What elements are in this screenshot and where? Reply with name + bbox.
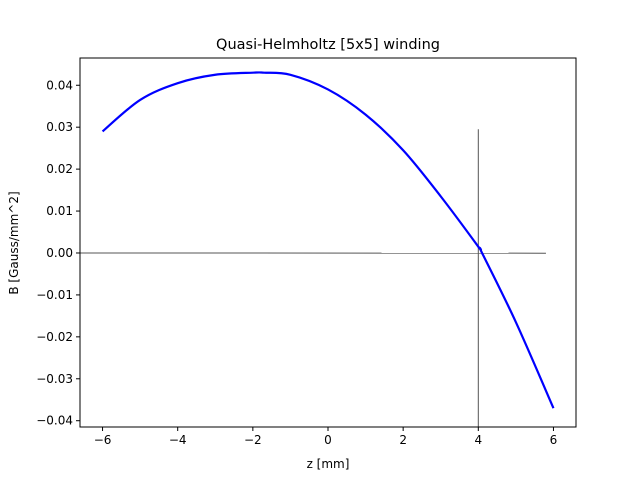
x-axis-label: z [mm] — [307, 457, 350, 471]
plot-area — [79, 57, 577, 428]
y-tick-label: 0.01 — [46, 204, 73, 218]
axes-ticks: −6 −4 −2 0 2 4 6 0.04 0.03 0.02 0.01 0.00 −0.01 −0.02… — [36, 78, 557, 447]
y-tick-label: −0.04 — [36, 414, 73, 428]
x-tick-label: −2 — [244, 433, 262, 447]
x-tick-label: −4 — [169, 433, 187, 447]
x-tick-label: 6 — [550, 433, 558, 447]
y-tick-label: −0.02 — [36, 330, 73, 344]
y-tick-label: −0.03 — [36, 372, 73, 386]
y-tick-label: 0.02 — [46, 162, 73, 176]
x-tick-label: 4 — [474, 433, 482, 447]
y-tick-label: 0.04 — [46, 78, 73, 92]
x-tick-label: −6 — [94, 433, 112, 447]
y-tick-label: −0.01 — [36, 288, 73, 302]
x-tick-label: 0 — [324, 433, 332, 447]
axes-frame — [79, 57, 577, 428]
y-tick-label: 0.03 — [46, 120, 73, 134]
y-axis-label: B [Gauss/mm^2] — [7, 191, 21, 294]
x-tick-label: 2 — [399, 433, 407, 447]
chart-title: Quasi-Helmholtz [5x5] winding — [216, 37, 440, 53]
series-line — [101, 71, 555, 409]
y-tick-label: 0.00 — [46, 246, 73, 260]
